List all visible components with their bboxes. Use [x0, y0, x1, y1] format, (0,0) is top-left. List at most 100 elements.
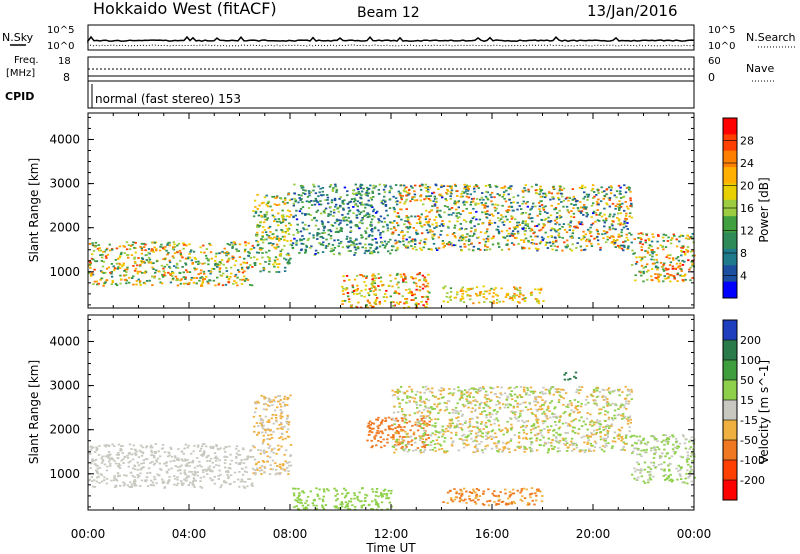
scatter-cell [186, 283, 190, 286]
scatter-cell [500, 386, 503, 389]
scatter-cell [461, 439, 464, 442]
scatter-cell [403, 426, 406, 428]
scatter-cell [461, 492, 464, 495]
scatter-cell [268, 249, 271, 252]
scatter-cell [646, 252, 650, 254]
scatter-cell [241, 480, 244, 483]
scatter-cell [364, 237, 368, 240]
scatter-cell [582, 204, 586, 206]
scatter-cell [238, 471, 241, 473]
scatter-cell [473, 233, 476, 236]
scatter-cell [175, 279, 178, 282]
scatter-cell [496, 410, 499, 413]
scatter-cell [449, 425, 452, 428]
scatter-cell [570, 440, 573, 443]
scatter-cell [411, 247, 415, 250]
scatter-cell [624, 215, 628, 217]
scatter-cell [419, 247, 422, 250]
scatter-cell [625, 236, 628, 239]
scatter-cell [506, 243, 509, 246]
scatter-cell [320, 243, 323, 246]
scatter-cell [611, 445, 614, 448]
scatter-cell [158, 249, 162, 252]
scatter-cell [349, 304, 353, 307]
scatter-cell [554, 424, 558, 426]
scatter-cell [456, 217, 459, 219]
scatter-cell [675, 245, 679, 248]
scatter-cell [303, 213, 307, 215]
scatter-cell [290, 198, 294, 201]
scatter-cell [371, 234, 374, 237]
scatter-cell [521, 222, 524, 224]
scatter-cell [423, 198, 426, 201]
scatter-cell [579, 212, 583, 214]
scatter-cell [431, 192, 434, 195]
scatter-cell [540, 500, 544, 503]
scatter-cell [431, 236, 434, 239]
scatter-cell [261, 256, 264, 259]
scatter-cell [513, 237, 517, 239]
scatter-cell [206, 460, 209, 462]
scatter-cell [323, 211, 326, 214]
scatter-cell [342, 207, 345, 210]
scatter-cell [459, 290, 463, 292]
scatter-cell [287, 473, 290, 475]
scatter-cell [389, 274, 392, 277]
scatter-cell [356, 246, 360, 248]
scatter-cell [431, 205, 434, 208]
scatter-cell [343, 279, 346, 282]
scatter-cell [582, 207, 586, 210]
scatter-cell [488, 412, 492, 414]
scatter-cell [319, 200, 322, 202]
scatter-cell [88, 478, 92, 481]
scatter-cell [356, 496, 359, 499]
scatter-cell [381, 284, 384, 286]
scatter-cell [507, 187, 510, 189]
scatter-cell [108, 460, 111, 463]
scatter-cell [540, 287, 543, 290]
scatter-cell [663, 275, 666, 277]
scatter-cell [610, 425, 613, 428]
scatter-cell [488, 214, 491, 216]
scatter-cell [376, 210, 379, 213]
scatter-cell [506, 209, 510, 211]
scatter-cell [479, 387, 483, 389]
scatter-cell [392, 206, 395, 209]
scatter-cell [590, 204, 594, 207]
scatter-cell [486, 238, 490, 241]
scatter-cell [560, 189, 564, 191]
scatter-cell [683, 275, 686, 277]
scatter-cell [410, 299, 413, 301]
scatter-cell [151, 460, 154, 463]
scatter-cell [684, 273, 687, 276]
scatter-cell [497, 495, 500, 498]
scatter-cell [176, 251, 179, 254]
scatter-cell [558, 198, 561, 201]
scatter-cell [242, 485, 245, 488]
scatter-cell [586, 199, 589, 201]
scatter-cell [376, 425, 379, 428]
scatter-cell [412, 227, 415, 229]
scatter-cell [501, 195, 504, 198]
scatter-cell [457, 239, 461, 242]
scatter-cell [477, 498, 480, 501]
scatter-cell [465, 444, 468, 447]
scatter-cell [461, 297, 465, 300]
scatter-cell [207, 467, 210, 470]
scatter-cell [288, 222, 291, 225]
scatter-cell [645, 270, 649, 273]
scatter-cell [408, 226, 412, 228]
scatter-cell [428, 186, 432, 189]
scatter-cell [407, 227, 410, 230]
scatter-cell [295, 505, 298, 507]
scatter-cell [207, 259, 210, 262]
scatter-cell [554, 237, 557, 239]
scatter-cell [453, 235, 457, 237]
scatter-cell [389, 185, 392, 188]
scatter-cell [402, 240, 405, 243]
scatter-cell [584, 186, 587, 189]
scatter-cell [98, 466, 102, 469]
scatter-cell [233, 264, 237, 267]
scatter-cell [351, 284, 354, 287]
scatter-cell [154, 443, 157, 445]
